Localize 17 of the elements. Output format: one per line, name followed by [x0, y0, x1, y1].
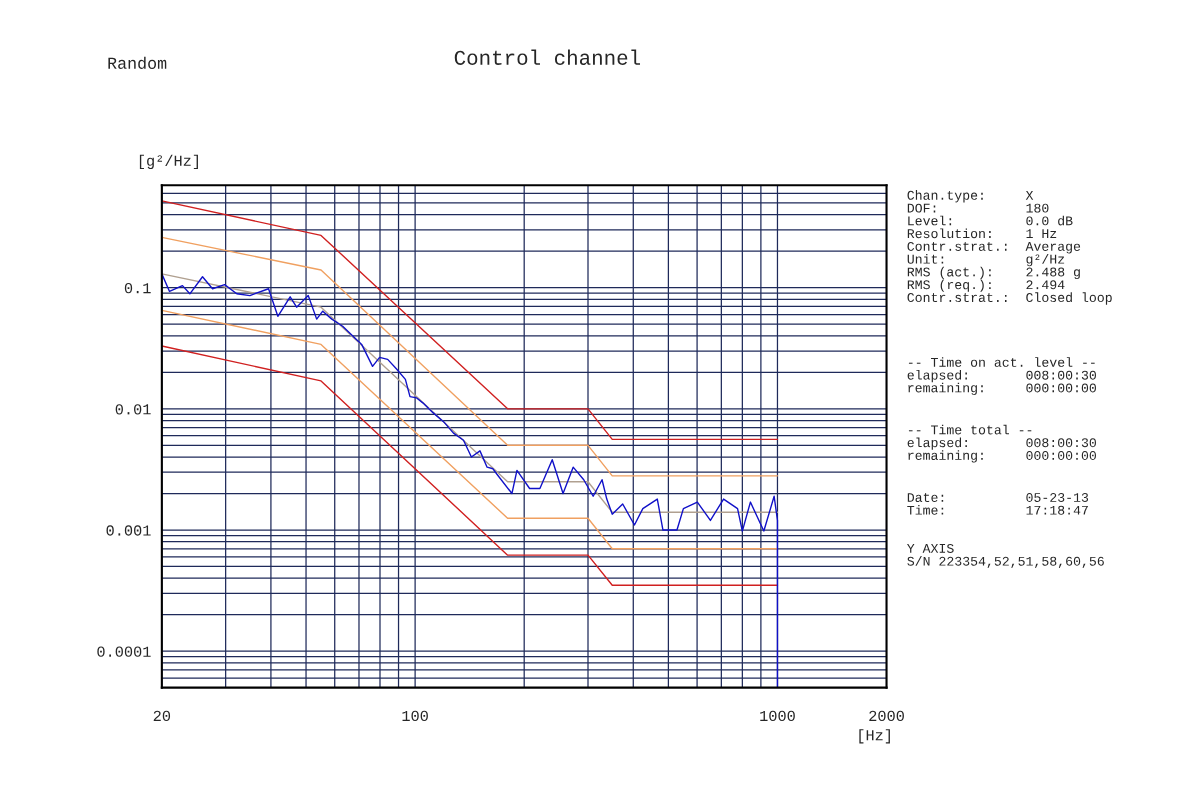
text: Y AXIS S/N 223354,52,51,58,60,56: [907, 543, 1104, 568]
y-tick-label: 0.001: [106, 525, 151, 536]
x-tick-label: 20: [153, 710, 171, 722]
y-axis-title: [g²/Hz]: [139, 154, 198, 170]
chart-title: Control channel: [454, 49, 641, 65]
text: -- Time total -- elapsed: 008:00:30 remaining: 000:00:00: [907, 424, 1096, 463]
y-tick-label: 0.0001: [97, 646, 151, 657]
text: Random: [108, 56, 167, 69]
x-tick-label: 100: [402, 710, 428, 722]
x-tick-label: 2000: [869, 710, 904, 722]
text: -- Time on act. level -- elapsed: 008:00:30 remaining: 000:00:00: [907, 357, 1096, 396]
x-axis-title: [Hz]: [859, 729, 890, 744]
x-tick-label: 1000: [760, 710, 795, 722]
text: Date: 05-23-13 Time: 17:18:47: [907, 493, 1089, 515]
text: Chan.type: X DOF: 180 Level: 0.0 dB Resolution: 1 Hz Contr.strat.: Average Unit: g²/Hz RMS (act.): 2.488 g RMS (req.): 2.494 Contr.strat.: Closed loop: [907, 190, 1112, 305]
y-tick-label: 0.1: [124, 282, 151, 294]
y-tick-label: 0.01: [115, 404, 151, 415]
